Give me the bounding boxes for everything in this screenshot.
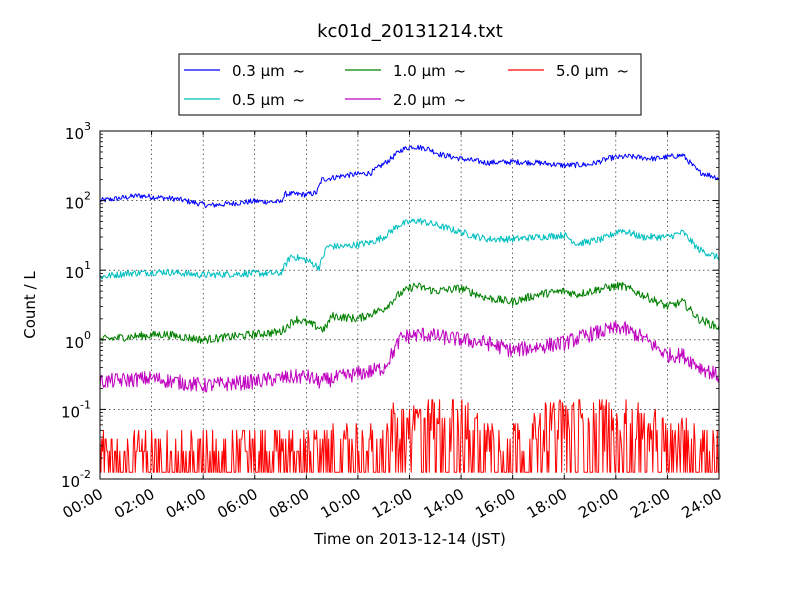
series-line-2	[99, 281, 720, 344]
plot-area	[99, 144, 720, 473]
y-axis-label: Count / L	[21, 271, 39, 339]
legend-label: 1.0 μm ~	[393, 62, 466, 80]
legend-label: 0.5 μm ~	[232, 91, 305, 109]
legend-label: 5.0 μm ~	[556, 62, 629, 80]
legend-label: 0.3 μm ~	[232, 62, 305, 80]
legend: 0.3 μm ~ 0.5 μm ~ 1.0 μm ~ 2.0 μm ~ 5.0 μm ~	[178, 53, 642, 116]
axis-ticks	[99, 130, 720, 480]
legend-entry: 2.0 μm ~	[345, 91, 466, 109]
series-line-1	[99, 218, 720, 280]
legend-entry: 1.0 μm ~	[345, 62, 466, 80]
series-line-0	[99, 144, 720, 209]
x-axis-label: Time on 2013-12-14 (JST)	[313, 530, 506, 548]
legend-entry: 0.3 μm ~	[184, 62, 305, 80]
series-line-3	[99, 321, 720, 393]
chart-title: kc01d_20131214.txt	[317, 21, 503, 42]
legend-entry: 5.0 μm ~	[508, 62, 629, 80]
legend-entry: 0.5 μm ~	[184, 91, 305, 109]
legend-box	[178, 53, 642, 116]
series-line-4	[99, 399, 719, 473]
legend-label: 2.0 μm ~	[393, 91, 466, 109]
